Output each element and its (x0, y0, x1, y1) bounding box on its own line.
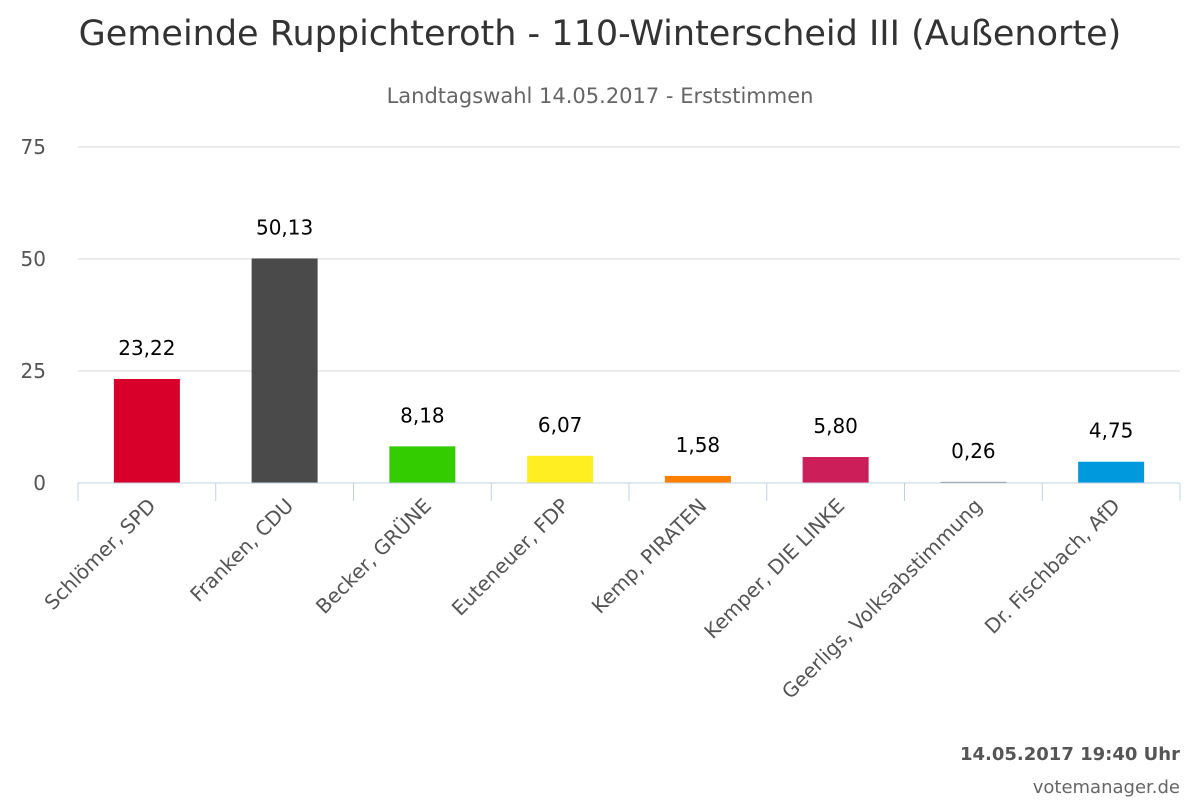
y-tick-label: 75 (21, 135, 46, 159)
bar (1078, 461, 1145, 483)
x-tick-label: Euteneuer, FDP (447, 494, 574, 621)
bar (251, 258, 318, 483)
chart-title: Gemeinde Ruppichteroth - 110-Winterschei… (78, 14, 1122, 54)
footer-timestamp: 14.05.2017 19:40 Uhr (959, 744, 1180, 765)
footer-credit: votemanager.de (1032, 777, 1180, 798)
bar (527, 455, 594, 483)
data-label: 50,13 (256, 215, 313, 239)
data-label: 0,26 (951, 439, 996, 463)
x-tick-label: Dr. Fischbach, AfD (980, 494, 1125, 639)
data-labels: 23,22 50,13 8,18 6,07 1,58 5,80 0,26 4,75 (118, 215, 1133, 462)
bars (113, 258, 1145, 483)
bar (940, 481, 1007, 483)
gridlines (78, 146, 1180, 372)
data-label: 6,07 (538, 413, 583, 437)
y-tick-label: 0 (33, 471, 46, 495)
y-tick-label: 50 (21, 247, 46, 271)
bar (664, 475, 731, 483)
data-label: 23,22 (118, 336, 175, 360)
bar (113, 378, 180, 483)
bar (389, 446, 456, 483)
bar (802, 457, 869, 483)
y-tick-label: 25 (21, 359, 46, 383)
chart-subtitle: Landtagswahl 14.05.2017 - Erststimmen (386, 84, 814, 108)
x-axis (77, 482, 1181, 501)
data-label: 5,80 (813, 414, 858, 438)
x-tick-label: Franken, CDU (185, 494, 298, 607)
data-label: 8,18 (400, 403, 445, 427)
data-label: 1,58 (676, 433, 721, 457)
x-tick-label: Kemp, PIRATEN (587, 494, 712, 619)
x-axis-labels: Schlömer, SPD Franken, CDU Becker, GRÜNE Eu… (39, 494, 1124, 704)
data-label: 4,75 (1089, 419, 1134, 443)
x-tick-label: Kemper, DIE LINKE (699, 494, 849, 644)
x-tick-label: Becker, GRÜNE (311, 494, 436, 619)
x-tick-label: Schlömer, SPD (39, 494, 160, 615)
y-axis-ticks: 0 25 50 75 (21, 135, 46, 495)
